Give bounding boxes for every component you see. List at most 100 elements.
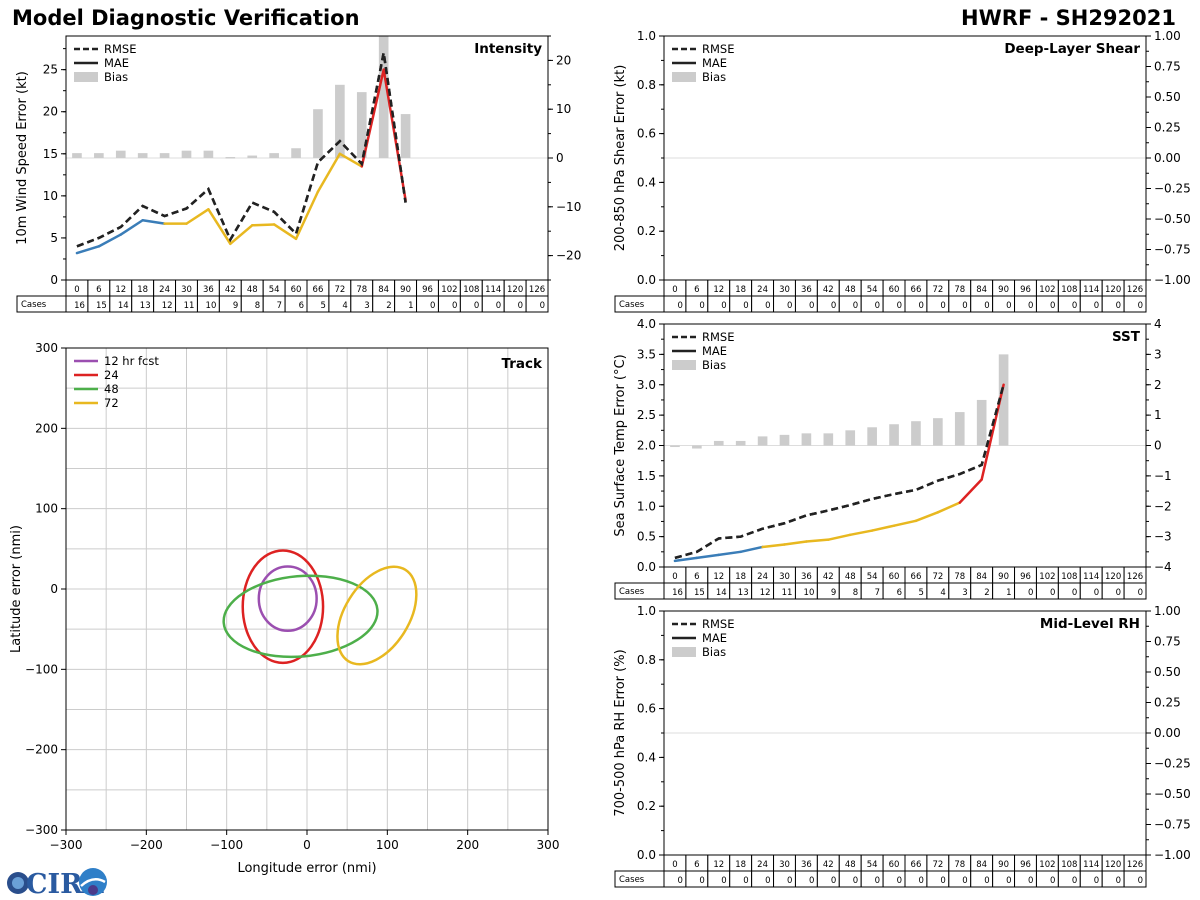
bias-bar	[779, 434, 790, 446]
lead-label: 90	[998, 572, 1009, 582]
lead-label: 66	[313, 285, 324, 295]
bias-bar	[801, 433, 812, 446]
lead-label: 48	[247, 285, 258, 295]
lead-label: 60	[889, 285, 900, 295]
lead-label: 90	[998, 860, 1009, 870]
y-tick-label: 0.4	[637, 175, 656, 189]
cases-value: 13	[738, 588, 749, 598]
bias-bar	[291, 148, 301, 158]
lead-label: 114	[1083, 285, 1099, 295]
legend-bias-swatch	[74, 72, 98, 82]
bias-bar	[225, 157, 236, 159]
y2-tick-label: 0	[556, 151, 564, 165]
mae-segment	[185, 208, 210, 225]
lead-label: 24	[159, 285, 170, 295]
y-tick-label: 0.0	[637, 560, 656, 574]
legend-label: 12 hr fcst	[104, 354, 159, 368]
mae-segment	[827, 533, 852, 541]
lead-label: 42	[823, 572, 834, 582]
mae-segment	[75, 245, 101, 255]
bias-bar	[159, 153, 170, 158]
bias-bar	[867, 427, 877, 446]
bias-bar	[911, 421, 921, 446]
lead-label: 18	[137, 285, 148, 295]
storm-title: HWRF - SH292021	[961, 6, 1176, 30]
cases-value: 12	[162, 301, 173, 311]
y2-tick-label: 3	[1154, 347, 1162, 361]
y2-tick-label: −1	[1154, 469, 1172, 483]
mae-segment	[97, 233, 123, 248]
y2-tick-label: 0.00	[1154, 726, 1181, 740]
y2-tick-label: −2	[1154, 499, 1172, 513]
mae-segment	[673, 556, 699, 563]
lead-label: 78	[954, 860, 965, 870]
lead-label: 42	[823, 860, 834, 870]
lead-label: 48	[845, 285, 856, 295]
y-tick-label: 2.0	[637, 439, 656, 453]
y2-tick-label: 0.75	[1154, 60, 1181, 74]
cases-cell	[1123, 582, 1147, 600]
legend-bias-swatch	[672, 647, 696, 657]
mae-segment	[316, 152, 342, 193]
lead-label: 60	[291, 285, 302, 295]
y-tick-label: 3.5	[637, 347, 656, 361]
cases-value: 0	[787, 301, 792, 311]
legend-bias-label: Bias	[702, 358, 726, 372]
lead-label: 6	[694, 572, 699, 582]
cases-value: 0	[699, 876, 704, 886]
panel-track: −300 −200 −100 0 100 200 300 −300 −200 −100 0 100 20…	[9, 341, 559, 876]
lead-label: 30	[779, 860, 790, 870]
y-tick-label: 0.4	[637, 750, 656, 764]
cases-value: 1	[1006, 588, 1011, 598]
cases-value: 16	[672, 588, 683, 598]
y-tick-label: 10	[43, 189, 58, 203]
y2-tick-label: −0.25	[1154, 182, 1191, 196]
y2-tick-label: −1.00	[1154, 848, 1191, 862]
bias-bar	[400, 114, 411, 158]
y-tick-label: 300	[35, 341, 58, 355]
bias-bar	[203, 150, 214, 158]
x-tick-label: −100	[210, 838, 243, 852]
lead-label: 72	[932, 285, 943, 295]
lead-label: 72	[334, 285, 345, 295]
y2-tick-label: 2	[1154, 378, 1162, 392]
cases-value: 0	[677, 876, 682, 886]
mae-segment	[250, 223, 276, 227]
lead-label: 96	[422, 285, 433, 295]
y2-tick-label: 1.00	[1154, 29, 1181, 43]
lead-label: 42	[823, 285, 834, 295]
lead-label: 0	[672, 860, 677, 870]
legend-mae-label: MAE	[702, 344, 727, 358]
lead-label: 114	[1083, 860, 1099, 870]
y-tick-label: −300	[25, 823, 58, 837]
cases-value: 0	[1006, 301, 1011, 311]
cases-value: 0	[1138, 876, 1143, 886]
y-tick-label: 1.0	[637, 499, 656, 513]
y2-tick-label: 0.00	[1154, 151, 1181, 165]
y2-tick-label: 0.25	[1154, 696, 1181, 710]
lead-label: 66	[911, 572, 922, 582]
lead-label: 78	[356, 285, 367, 295]
lead-label: 72	[932, 860, 943, 870]
cases-value: 13	[140, 301, 151, 311]
cases-value: 0	[984, 876, 989, 886]
y-tick-label: 1.5	[637, 469, 656, 483]
bias-bar	[335, 84, 345, 158]
cases-value: 0	[940, 876, 945, 886]
cases-value: 9	[831, 588, 836, 598]
cases-value: 16	[74, 301, 85, 311]
cases-value: 0	[875, 876, 880, 886]
mae-segment	[141, 219, 166, 225]
y-tick-label: 1.0	[637, 29, 656, 43]
cases-value: 14	[118, 301, 129, 311]
bias-bar	[269, 153, 279, 158]
cases-cell	[1123, 870, 1147, 888]
lead-label: 48	[845, 572, 856, 582]
bias-bar	[670, 445, 680, 448]
mae-segment	[761, 543, 786, 549]
cases-value: 0	[831, 876, 836, 886]
cases-value: 0	[743, 301, 748, 311]
y2-tick-label: 0	[1154, 439, 1162, 453]
lead-label: 60	[889, 572, 900, 582]
legend-rmse-label: RMSE	[104, 42, 136, 56]
